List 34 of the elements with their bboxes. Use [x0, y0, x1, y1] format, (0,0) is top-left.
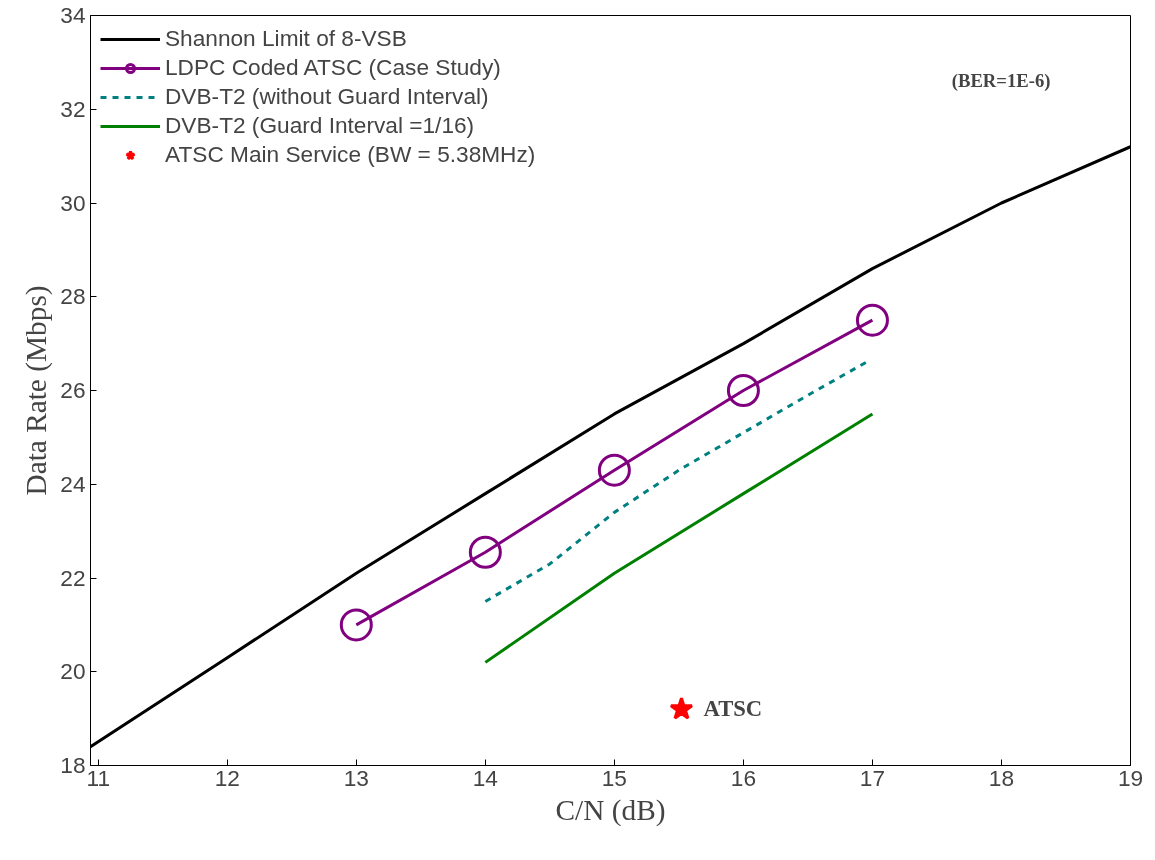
y-tick-label: 28 — [60, 283, 86, 310]
y-tick-label: 22 — [60, 564, 86, 591]
line-series — [483, 412, 874, 664]
legend-label: ATSC Main Service (BW = 5.38MHz) — [165, 141, 536, 168]
annotation: (BER=1E-6) — [951, 69, 1051, 92]
x-tick-label: 12 — [214, 764, 240, 791]
legend-label: DVB-T2 (Guard Interval =1/16) — [165, 112, 475, 139]
y-tick-label: 34 — [60, 2, 86, 28]
x-tick-label: 11 — [86, 764, 111, 791]
x-tick-label: 17 — [859, 764, 886, 791]
point — [855, 303, 889, 337]
x-tick-label: 15 — [601, 764, 627, 791]
x-tick-label: 13 — [343, 764, 369, 791]
y-tick-label: 24 — [60, 470, 86, 497]
legend-label: LDPC Coded ATSC (Case Study) — [165, 54, 501, 81]
y-tick-label: 32 — [60, 95, 86, 122]
y-tick-label: 30 — [60, 189, 86, 216]
y-tick-label: 26 — [60, 377, 86, 403]
x-tick-label: 16 — [730, 764, 757, 791]
x-axis-title: C/N (dB) — [555, 793, 666, 827]
point — [597, 453, 631, 487]
y-tick-label: 20 — [60, 658, 86, 685]
point — [726, 374, 760, 407]
annotation: ATSC — [703, 696, 763, 722]
point — [468, 535, 502, 569]
x-tick-label: 19 — [1117, 764, 1144, 791]
point — [669, 696, 694, 720]
line-series — [483, 360, 868, 603]
point — [339, 608, 373, 642]
legend-label: DVB-T2 (without Guard Interval) — [165, 83, 489, 110]
y-axis-title: Data Rate (Mbps) — [20, 285, 54, 496]
legend-label: Shannon Limit of 8-VSB — [165, 25, 407, 52]
x-tick-label: 14 — [472, 764, 498, 791]
x-tick-label: 18 — [988, 764, 1015, 791]
